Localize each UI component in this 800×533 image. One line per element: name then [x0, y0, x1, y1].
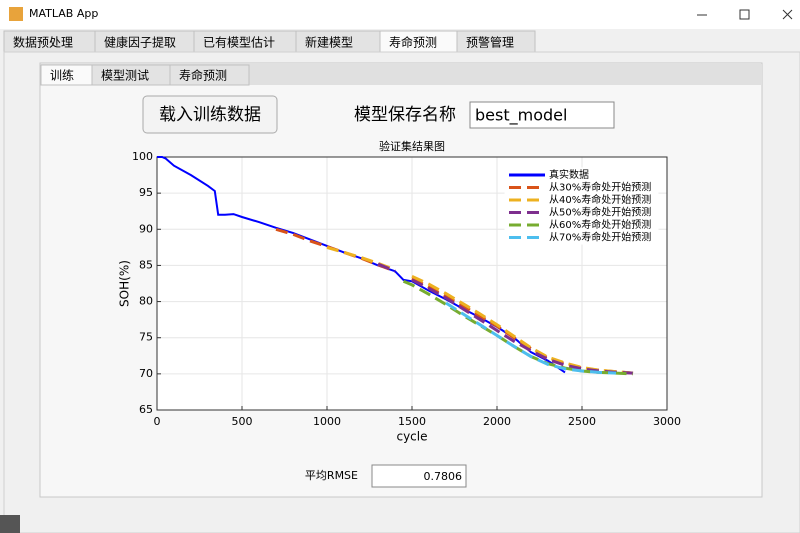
close[interactable] — [782, 9, 793, 20]
y-axis-label: SOH(%) — [118, 260, 132, 307]
legend-label: 从40%寿命处开始预测 — [549, 193, 651, 206]
tab-label: 已有模型估计 — [203, 36, 275, 50]
subtab-label: 模型测试 — [101, 68, 149, 83]
title-bar — [0, 0, 800, 29]
y-tick-label: 70 — [139, 367, 153, 380]
subtab-label: 训练 — [50, 68, 74, 83]
subtab[interactable] — [169, 64, 250, 86]
load-button[interactable] — [142, 95, 278, 134]
series-line — [445, 301, 617, 375]
tab-label: 新建模型 — [305, 35, 353, 50]
subtab-label: 寿命预测 — [179, 68, 227, 83]
x-axis-label: cycle — [396, 430, 427, 444]
y-tick-label: 90 — [139, 222, 153, 235]
legend-label: 从50%寿命处开始预测 — [549, 206, 651, 219]
y-tick-label: 100 — [132, 150, 153, 163]
load-button-label: 载入训练数据 — [159, 105, 261, 125]
legend-label: 从70%寿命处开始预测 — [549, 231, 651, 244]
rmse-field — [371, 464, 467, 488]
x-tick-label: 1000 — [313, 415, 341, 428]
app-icon — [9, 7, 23, 21]
y-tick-label: 85 — [139, 258, 153, 271]
corner-icon — [0, 515, 20, 533]
legend-label: 从30%寿命处开始预测 — [549, 181, 651, 194]
model-name-input[interactable] — [469, 101, 615, 129]
legend-label: 从60%寿命处开始预测 — [549, 218, 651, 231]
y-tick-label: 95 — [139, 186, 153, 199]
tab-label: 寿命预测 — [389, 35, 437, 50]
tab-label: 数据预处理 — [13, 35, 73, 50]
rmse-label: 平均RMSE — [305, 469, 358, 482]
x-tick-label: 0 — [154, 415, 161, 428]
chart: 验证集结果图 0 500 1000 1500 2000 2500 3000 65 70 75 80 85… — [118, 139, 682, 444]
x-tick-label: 2500 — [568, 415, 596, 428]
x-tick-label: 1500 — [398, 415, 426, 428]
series-line — [377, 262, 634, 375]
x-tick-label: 3000 — [653, 415, 681, 428]
y-tick-label: 75 — [139, 331, 153, 344]
model-name-label: 模型保存名称 — [354, 105, 456, 125]
legend-box — [504, 167, 659, 245]
tab-label: 健康因子提取 — [104, 35, 176, 50]
rmse-value: 0.7806 — [424, 470, 463, 483]
y-tick-label: 65 — [139, 403, 153, 416]
x-tick-label: 500 — [232, 415, 253, 428]
legend-label: 真实数据 — [549, 168, 589, 181]
tab-label: 预警管理 — [466, 35, 514, 50]
y-tick-label: 80 — [139, 295, 153, 308]
maximize[interactable] — [739, 9, 750, 20]
chart-title: 验证集结果图 — [379, 139, 445, 153]
axes-box — [156, 156, 668, 411]
model-name-value: best_model — [475, 106, 567, 126]
window-title: MATLAB App — [29, 7, 98, 20]
x-tick-label: 2000 — [483, 415, 511, 428]
